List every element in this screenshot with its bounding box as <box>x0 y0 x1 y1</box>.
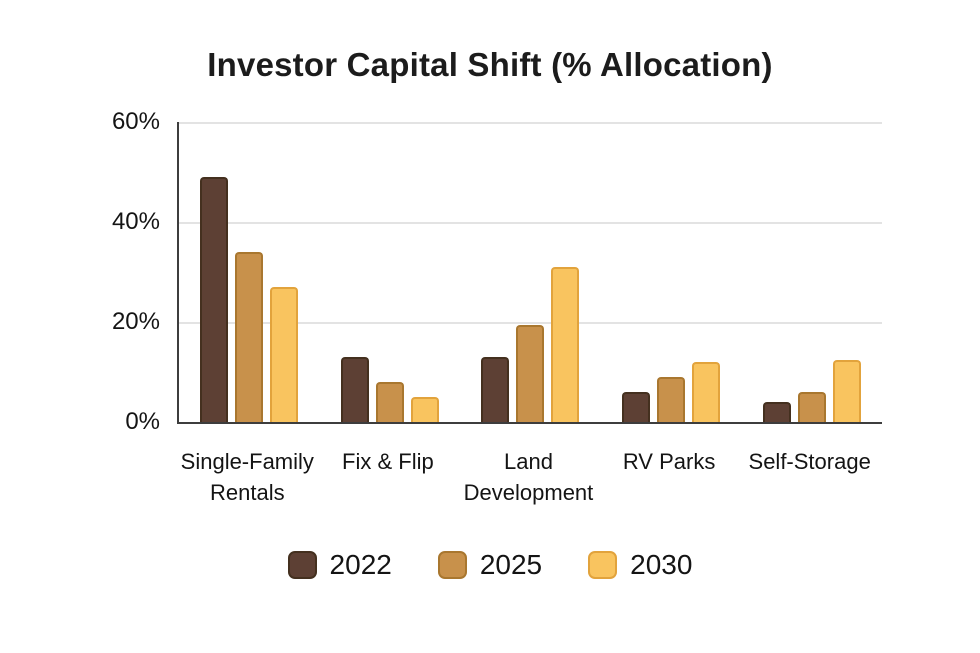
bar-2025 <box>797 392 826 422</box>
bar-2030 <box>270 287 299 422</box>
legend-swatch-2022 <box>287 551 317 579</box>
legend-swatch-2030 <box>588 551 618 579</box>
bar-2030 <box>832 359 861 422</box>
plot-area <box>177 122 882 424</box>
legend-swatch-2025 <box>437 551 467 579</box>
bar-group <box>320 122 461 422</box>
y-tick-label: 60% <box>111 108 160 135</box>
x-category-label: Land Development <box>463 449 594 505</box>
y-tick-label: 20% <box>111 308 160 335</box>
gridline <box>179 322 882 324</box>
bar-group <box>179 122 320 422</box>
bar-group <box>601 122 742 422</box>
bar-2022 <box>481 357 510 422</box>
legend-item-2022: 2022 <box>287 549 392 581</box>
bar-2025 <box>235 252 264 422</box>
legend-item-2030: 2030 <box>588 549 692 581</box>
x-category-label: Single-Family Rentals <box>180 449 314 505</box>
x-axis-labels: Single-Family Rentals Fix & Flip Land Develo… <box>177 446 880 508</box>
bar-2030 <box>692 362 721 422</box>
y-tick-label: 0% <box>125 408 160 435</box>
chart-title: Investor Capital Shift (% Allocation) <box>207 46 773 83</box>
bar-2022 <box>622 392 651 422</box>
legend-label: 2022 <box>329 549 392 580</box>
bar-groups <box>179 122 882 422</box>
gridline <box>179 222 882 224</box>
legend-label: 2030 <box>630 549 693 580</box>
bar-group <box>741 122 882 422</box>
bar-2022 <box>340 357 369 422</box>
y-axis: 0% 20% 40% 60% <box>0 108 160 435</box>
bar-2030 <box>410 397 439 422</box>
x-category-label: RV Parks <box>622 449 716 474</box>
legend-item-2025: 2025 <box>437 549 543 581</box>
gridline <box>179 122 882 124</box>
x-category-label: Self-Storage <box>748 449 871 474</box>
bar-2025 <box>657 377 686 422</box>
bar-2022 <box>762 402 791 422</box>
bar-group <box>460 122 601 422</box>
bar-2022 <box>200 177 229 422</box>
bar-2025 <box>516 324 545 422</box>
legend: 2022 2025 2030 <box>0 549 980 581</box>
legend-label: 2025 <box>479 549 543 580</box>
x-category-label: Fix & Flip <box>342 449 434 474</box>
y-tick-label: 40% <box>111 208 160 235</box>
bar-2025 <box>375 382 404 422</box>
bar-2030 <box>551 267 580 422</box>
